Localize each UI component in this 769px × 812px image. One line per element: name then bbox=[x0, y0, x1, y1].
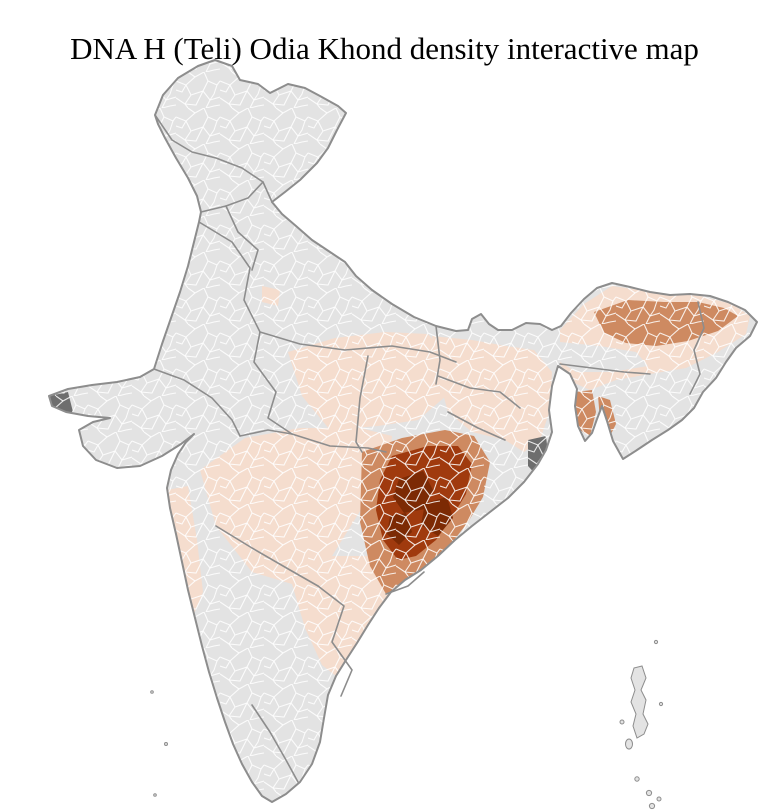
island[interactable] bbox=[150, 690, 154, 694]
island[interactable] bbox=[658, 701, 664, 707]
island[interactable] bbox=[164, 742, 168, 746]
state-borders bbox=[153, 114, 705, 783]
island[interactable] bbox=[648, 802, 656, 810]
page-title: DNA H (Teli) Odia Khond density interact… bbox=[70, 30, 699, 66]
island[interactable] bbox=[653, 639, 659, 645]
island[interactable] bbox=[656, 796, 662, 802]
island[interactable] bbox=[625, 738, 633, 750]
island[interactable] bbox=[634, 776, 640, 782]
island[interactable] bbox=[619, 719, 625, 725]
island[interactable] bbox=[630, 665, 649, 739]
island[interactable] bbox=[645, 789, 653, 797]
andaman-nicobar-islands[interactable] bbox=[619, 639, 664, 810]
island[interactable] bbox=[153, 793, 157, 797]
lakshadweep-islands[interactable] bbox=[150, 690, 168, 797]
